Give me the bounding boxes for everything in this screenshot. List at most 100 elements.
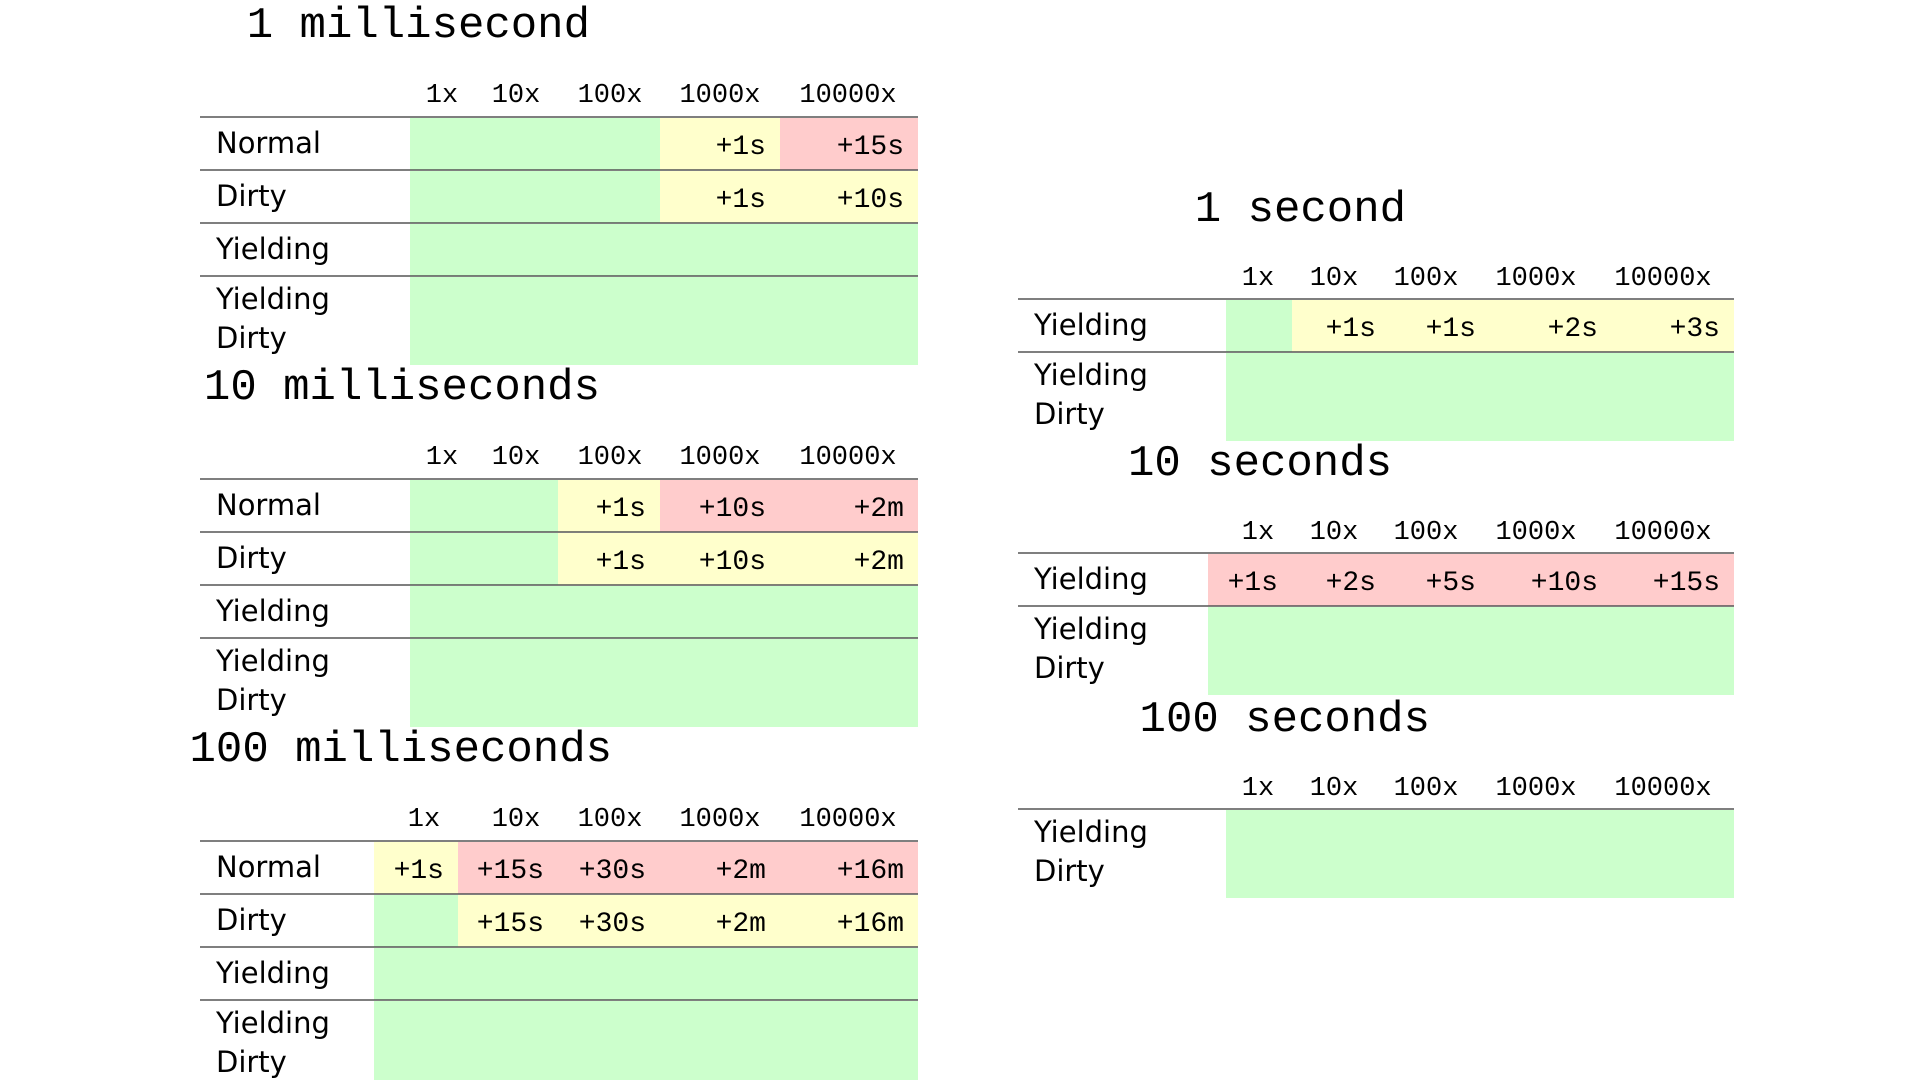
cell-yellow bbox=[1612, 300, 1734, 352]
cell-yellow bbox=[1490, 300, 1612, 352]
cell-red bbox=[780, 118, 918, 170]
cell-yellow bbox=[660, 171, 780, 223]
row-label: Dirty bbox=[216, 321, 287, 355]
cell-green bbox=[780, 586, 918, 638]
cell-green bbox=[458, 948, 558, 1000]
column-header: 1x bbox=[1242, 264, 1274, 294]
cell-green bbox=[1490, 607, 1612, 695]
column-header: 10x bbox=[1310, 774, 1359, 804]
cell-yellow bbox=[660, 118, 780, 170]
cell-value: +3s bbox=[1670, 314, 1720, 345]
cell-green bbox=[780, 1001, 918, 1080]
cell-green bbox=[484, 224, 558, 276]
cell-value: +16m bbox=[837, 856, 904, 887]
table-1: 1 millisecond 1x 10x 100x 1000x 10000x Normal +… bbox=[200, 1, 918, 365]
cell-green bbox=[410, 586, 484, 638]
cell-value: +1s bbox=[394, 856, 444, 887]
table-2: 10 milliseconds 1x 10x 100x 1000x 10000x Norma… bbox=[200, 363, 918, 727]
row-label: Dirty bbox=[1034, 397, 1105, 431]
cell-value: +5s bbox=[1426, 568, 1476, 599]
table-title: 1 second bbox=[1195, 185, 1406, 235]
cell-green bbox=[410, 533, 484, 585]
row-label: Normal bbox=[216, 488, 321, 522]
cell-red bbox=[660, 842, 780, 894]
column-header: 10000x bbox=[799, 443, 896, 473]
cell-green bbox=[1226, 300, 1292, 352]
cell-value: +10s bbox=[1531, 568, 1598, 599]
cell-value: +15s bbox=[477, 909, 544, 940]
cell-red bbox=[1390, 554, 1490, 606]
row-label: Dirty bbox=[1034, 854, 1105, 888]
cell-green bbox=[1390, 353, 1490, 441]
cell-value: +2m bbox=[854, 494, 904, 525]
column-header: 1000x bbox=[679, 805, 760, 835]
cell-green bbox=[1390, 607, 1490, 695]
cell-yellow bbox=[780, 533, 918, 585]
cell-green bbox=[1612, 810, 1734, 898]
row-label: Normal bbox=[216, 850, 321, 884]
cell-yellow bbox=[458, 895, 558, 947]
column-header: 10000x bbox=[1614, 518, 1711, 548]
cell-value: +16m bbox=[837, 909, 904, 940]
table-title: 10 seconds bbox=[1128, 439, 1392, 489]
row-label: Yielding bbox=[1033, 308, 1148, 342]
cell-green bbox=[410, 224, 484, 276]
cell-green bbox=[484, 586, 558, 638]
cell-green bbox=[660, 586, 780, 638]
cell-green bbox=[484, 480, 558, 532]
column-header: 10x bbox=[492, 81, 541, 111]
cell-value: +30s bbox=[579, 856, 646, 887]
row-label: Dirty bbox=[216, 1045, 287, 1079]
row-label: Dirty bbox=[216, 903, 287, 937]
cell-yellow bbox=[1292, 300, 1390, 352]
cell-red bbox=[558, 842, 660, 894]
column-header: 1000x bbox=[1495, 518, 1576, 548]
cell-red bbox=[1612, 554, 1734, 606]
cell-green bbox=[1292, 810, 1390, 898]
cell-value: +1s bbox=[716, 132, 766, 163]
row-label: Dirty bbox=[1034, 651, 1105, 685]
cell-value: +2m bbox=[716, 856, 766, 887]
cell-red bbox=[1490, 554, 1612, 606]
cell-green bbox=[558, 118, 660, 170]
column-header: 1x bbox=[426, 81, 458, 111]
column-header: 1x bbox=[408, 805, 440, 835]
cell-green bbox=[484, 277, 558, 365]
cell-value: +2m bbox=[854, 547, 904, 578]
table-5: 10 seconds 1x 10x 100x 1000x 10000x Yielding +1… bbox=[1018, 439, 1734, 695]
column-header: 10000x bbox=[1614, 264, 1711, 294]
cell-value: +10s bbox=[699, 494, 766, 525]
cell-green bbox=[558, 277, 660, 365]
table-3: 100 milliseconds 1x 10x 100x 1000x 10000x Norm… bbox=[190, 725, 918, 1080]
column-header: 10x bbox=[1310, 518, 1359, 548]
table-title: 10 milliseconds bbox=[204, 363, 600, 413]
cell-value: +1s bbox=[1326, 314, 1376, 345]
cell-green bbox=[484, 639, 558, 727]
cell-green bbox=[1292, 353, 1390, 441]
column-header: 1000x bbox=[679, 443, 760, 473]
cell-yellow bbox=[780, 895, 918, 947]
cell-red bbox=[458, 842, 558, 894]
cell-green bbox=[660, 224, 780, 276]
column-header: 100x bbox=[578, 81, 643, 111]
cell-green bbox=[410, 480, 484, 532]
row-label: Yielding bbox=[1033, 562, 1148, 596]
cell-green bbox=[410, 277, 484, 365]
cell-green bbox=[660, 639, 780, 727]
column-header: 1x bbox=[1242, 518, 1274, 548]
cell-green bbox=[1390, 810, 1490, 898]
column-header: 1x bbox=[426, 443, 458, 473]
cell-green bbox=[558, 224, 660, 276]
cell-value: +2m bbox=[716, 909, 766, 940]
cell-green bbox=[780, 277, 918, 365]
column-header: 100x bbox=[1394, 264, 1459, 294]
cell-green bbox=[660, 277, 780, 365]
cell-yellow bbox=[1390, 300, 1490, 352]
cell-red bbox=[780, 842, 918, 894]
cell-yellow bbox=[374, 842, 458, 894]
cell-green bbox=[1612, 353, 1734, 441]
cell-green bbox=[458, 1001, 558, 1080]
cell-yellow bbox=[660, 895, 780, 947]
column-header: 10000x bbox=[799, 81, 896, 111]
